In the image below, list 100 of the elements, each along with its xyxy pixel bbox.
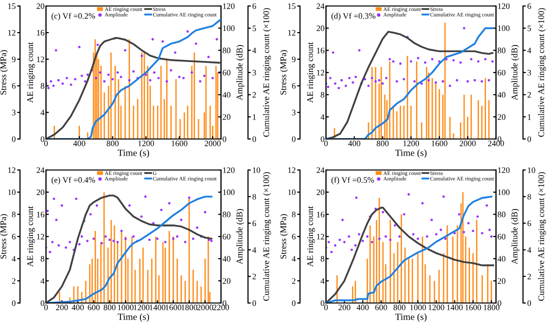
y-tick-label: 0 [12,300,16,306]
y2-tick-label: 60 [498,70,506,76]
x-axis-title: Time (s) [395,313,427,322]
x-tick-label: 1200 [138,140,154,146]
x-tick-label: 2400 [488,140,504,146]
y2-tick-label: 10 [252,167,260,173]
x-tick-label: 2200 [213,304,230,310]
y2-tick-label: 6 [528,220,532,226]
x-tick-label: 600 [375,304,388,310]
y2-tick-label: 2 [528,92,531,98]
y2-tick-label: 0 [252,136,256,142]
y2-tick-label: 80 [498,212,506,218]
y-tick-label: 2 [12,278,16,284]
y2-tick-label: 120 [223,3,235,9]
y2-tick-label: 4 [252,247,256,253]
x-tick-label: 2000 [460,140,476,146]
x-tick-label: 800 [376,140,389,146]
y2-tick-label: 80 [222,48,230,54]
y2-tick-label: 120 [498,167,510,173]
x-tick-label: 200 [56,304,68,310]
y2-tick-label: 3 [252,70,256,76]
y-tick-label: 8 [12,212,16,218]
y-tick-label: 16 [317,48,324,54]
y2-tick-label: 4 [252,48,256,54]
y2-tick-label: 60 [222,234,230,240]
y2-tick-label: 20 [498,278,506,284]
y-tick-label: 0 [12,136,16,142]
y-tick-label: 0 [292,136,296,142]
y-tick-label: 3 [12,110,16,116]
y-tick-label: 20 [316,190,324,196]
y2-tick-label: 2 [528,274,531,280]
y-tick-label: 9 [292,56,296,62]
y2-tick-label: 0 [252,300,256,306]
y2-axis-title: Cumulative AE ringing count (×100) [538,8,546,137]
x-tick-label: 1600 [166,304,182,310]
y-tick-label: 20 [36,190,44,196]
y-tick-label: 6 [292,83,296,89]
y-tick-label: 16 [37,30,44,36]
y2-tick-label: 6 [528,3,532,9]
y2-tick-label: 120 [498,3,510,9]
y-tick-label: 20 [36,3,44,9]
y2-tick-label: 8 [527,194,532,200]
y-tick-label: 8 [40,256,44,262]
y2-tick-label: 6 [252,220,256,226]
y-tick-label: 16 [317,212,324,218]
y2-tick-label: 10 [528,167,536,173]
y-tick-label: 4 [40,110,44,116]
y-axis-title: Stress (MPa) [0,214,8,259]
x-tick-label: 800 [394,304,406,310]
y2-tick-label: 2 [252,274,256,280]
x-axis-title: Time (s) [395,149,427,158]
x-tick-label: 1800 [484,304,500,310]
y-tick-label: 6 [12,83,16,89]
y2-tick-label: 0 [222,300,226,306]
y2-tick-label: 20 [498,114,506,120]
y2-tick-label: 0 [498,300,502,306]
y2-tick-label: 8 [252,194,256,200]
y-axis-title: Stress (MPa) [280,50,288,95]
y2-axis-title: Amplitude (dB) [236,209,244,264]
y-tick-label: 6 [12,234,16,240]
y2-tick-label: 0 [222,136,226,142]
y-tick-label: 15 [288,3,296,9]
y-tick-label: 24 [36,167,44,173]
y2-tick-label: 1 [252,114,256,120]
x-tick-label: 2000 [197,304,214,310]
y-axis-title: AE ringing count [307,42,315,103]
y2-tick-label: 60 [222,70,230,76]
x-tick-label: 400 [356,304,369,310]
x-tick-label: 200 [338,304,350,310]
x-tick-label: 2000 [204,140,221,146]
y-tick-label: 0 [320,136,324,142]
annotation: (e) Vf =0.4% [52,176,96,184]
x-tick-label: 1400 [150,304,166,310]
y-tick-label: 8 [320,92,324,98]
y-tick-label: 12 [37,234,44,240]
y-tick-label: 15 [8,3,16,9]
y2-axis-title: Amplitude (dB) [511,45,520,100]
x-axis-title: Time (s) [118,149,150,158]
y-tick-label: 0 [320,300,324,306]
y-tick-label: 4 [12,256,16,262]
x-tick-label: 1600 [172,140,188,146]
y2-tick-label: 60 [498,234,506,240]
x-tick-label: 600 [88,304,100,310]
y2-tick-label: 0 [527,136,532,142]
y-axis-title: AE ringing count [27,206,35,267]
x-tick-label: 1000 [118,304,134,310]
y-tick-label: 12 [288,30,296,36]
x-tick-label: 1000 [410,304,426,310]
y-tick-label: 4 [320,278,324,284]
y-tick-label: 16 [37,212,44,218]
y2-tick-label: 20 [222,278,230,284]
y2-tick-label: 6 [252,3,256,9]
y-tick-label: 0 [292,300,296,306]
y2-tick-label: 40 [222,92,230,98]
y-tick-label: 8 [40,83,44,89]
y2-axis-title: Cumulative AE ringing count (×100) [263,172,271,301]
y-tick-label: 10 [8,190,16,196]
y2-tick-label: 2 [252,92,256,98]
y2-tick-label: 0 [527,300,532,306]
x-tick-label: 1200 [403,140,420,146]
